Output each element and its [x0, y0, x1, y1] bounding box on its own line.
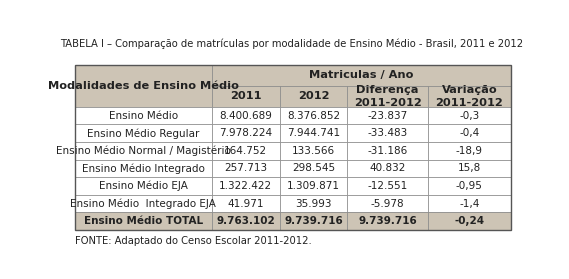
Bar — [75, 124, 212, 142]
Text: 164.752: 164.752 — [224, 146, 267, 156]
Text: -23.837: -23.837 — [368, 111, 408, 121]
Text: -0,95: -0,95 — [456, 181, 483, 191]
Text: Matriculas / Ano: Matriculas / Ano — [309, 70, 414, 80]
Text: 15,8: 15,8 — [457, 163, 481, 174]
Text: 1.322.422: 1.322.422 — [219, 181, 273, 191]
Bar — [428, 160, 511, 177]
Bar — [347, 107, 428, 124]
Text: -12.551: -12.551 — [368, 181, 408, 191]
Bar — [347, 86, 428, 107]
Bar — [428, 212, 511, 230]
Bar — [75, 65, 212, 107]
Text: 7.944.741: 7.944.741 — [287, 128, 340, 138]
Text: Diferença
2011-2012: Diferença 2011-2012 — [354, 85, 422, 107]
Text: 7.978.224: 7.978.224 — [219, 128, 273, 138]
Text: Ensino Médio: Ensino Médio — [109, 111, 178, 121]
Bar — [212, 107, 279, 124]
Text: 9.763.102: 9.763.102 — [216, 216, 275, 226]
Text: 8.376.852: 8.376.852 — [287, 111, 340, 121]
Text: Ensino Médio  Integrado EJA: Ensino Médio Integrado EJA — [71, 198, 216, 209]
Text: -0,3: -0,3 — [459, 111, 480, 121]
Bar — [428, 177, 511, 195]
Text: FONTE: Adaptado do Censo Escolar 2011-2012.: FONTE: Adaptado do Censo Escolar 2011-20… — [75, 237, 311, 246]
Text: Modalidades de Ensino Médio: Modalidades de Ensino Médio — [48, 81, 239, 91]
Bar — [212, 177, 279, 195]
Text: Ensino Médio Regular: Ensino Médio Regular — [87, 128, 200, 138]
Bar — [75, 212, 212, 230]
Bar — [347, 212, 428, 230]
Bar — [428, 142, 511, 160]
Bar — [212, 142, 279, 160]
Bar — [279, 177, 347, 195]
Bar — [347, 195, 428, 212]
Bar — [75, 65, 511, 230]
Bar — [212, 160, 279, 177]
Bar — [212, 212, 279, 230]
Bar — [75, 177, 212, 195]
Text: 2012: 2012 — [298, 91, 329, 101]
Bar — [428, 86, 511, 107]
Bar — [428, 195, 511, 212]
Text: 9.739.716: 9.739.716 — [284, 216, 343, 226]
Text: -0,4: -0,4 — [459, 128, 480, 138]
Bar — [347, 177, 428, 195]
Text: 2011: 2011 — [230, 91, 262, 101]
Bar — [279, 107, 347, 124]
Bar — [428, 107, 511, 124]
Text: TABELA I – Comparação de matrículas por modalidade de Ensino Médio - Brasil, 201: TABELA I – Comparação de matrículas por … — [60, 39, 523, 49]
Text: 8.400.689: 8.400.689 — [220, 111, 273, 121]
Text: Ensino Médio TOTAL: Ensino Médio TOTAL — [84, 216, 203, 226]
Bar — [212, 124, 279, 142]
Text: -31.186: -31.186 — [368, 146, 408, 156]
Text: 298.545: 298.545 — [292, 163, 335, 174]
Bar — [212, 65, 511, 86]
Bar — [75, 160, 212, 177]
Bar — [428, 124, 511, 142]
Bar — [212, 195, 279, 212]
Bar — [279, 195, 347, 212]
Bar — [279, 142, 347, 160]
Text: Ensino Médio EJA: Ensino Médio EJA — [99, 181, 188, 191]
Text: 40.832: 40.832 — [369, 163, 406, 174]
Bar — [75, 195, 212, 212]
Text: 257.713: 257.713 — [224, 163, 267, 174]
Text: 133.566: 133.566 — [292, 146, 335, 156]
Text: 1.309.871: 1.309.871 — [287, 181, 340, 191]
Text: Variação
2011-2012: Variação 2011-2012 — [435, 85, 503, 107]
Bar — [75, 107, 212, 124]
Bar — [212, 86, 279, 107]
Bar — [75, 142, 212, 160]
Bar — [279, 160, 347, 177]
Text: 41.971: 41.971 — [228, 199, 264, 209]
Bar — [347, 124, 428, 142]
Text: -0,24: -0,24 — [454, 216, 484, 226]
Text: -1,4: -1,4 — [459, 199, 480, 209]
Text: 9.739.716: 9.739.716 — [358, 216, 417, 226]
Text: -33.483: -33.483 — [368, 128, 408, 138]
Text: -5.978: -5.978 — [371, 199, 405, 209]
Text: Ensino Médio Normal / Magistério: Ensino Médio Normal / Magistério — [56, 146, 231, 156]
Bar — [279, 212, 347, 230]
Bar — [279, 86, 347, 107]
Bar — [347, 142, 428, 160]
Bar — [279, 124, 347, 142]
Text: Ensino Médio Integrado: Ensino Médio Integrado — [82, 163, 205, 174]
Text: 35.993: 35.993 — [295, 199, 332, 209]
Bar — [347, 160, 428, 177]
Text: -18,9: -18,9 — [456, 146, 483, 156]
